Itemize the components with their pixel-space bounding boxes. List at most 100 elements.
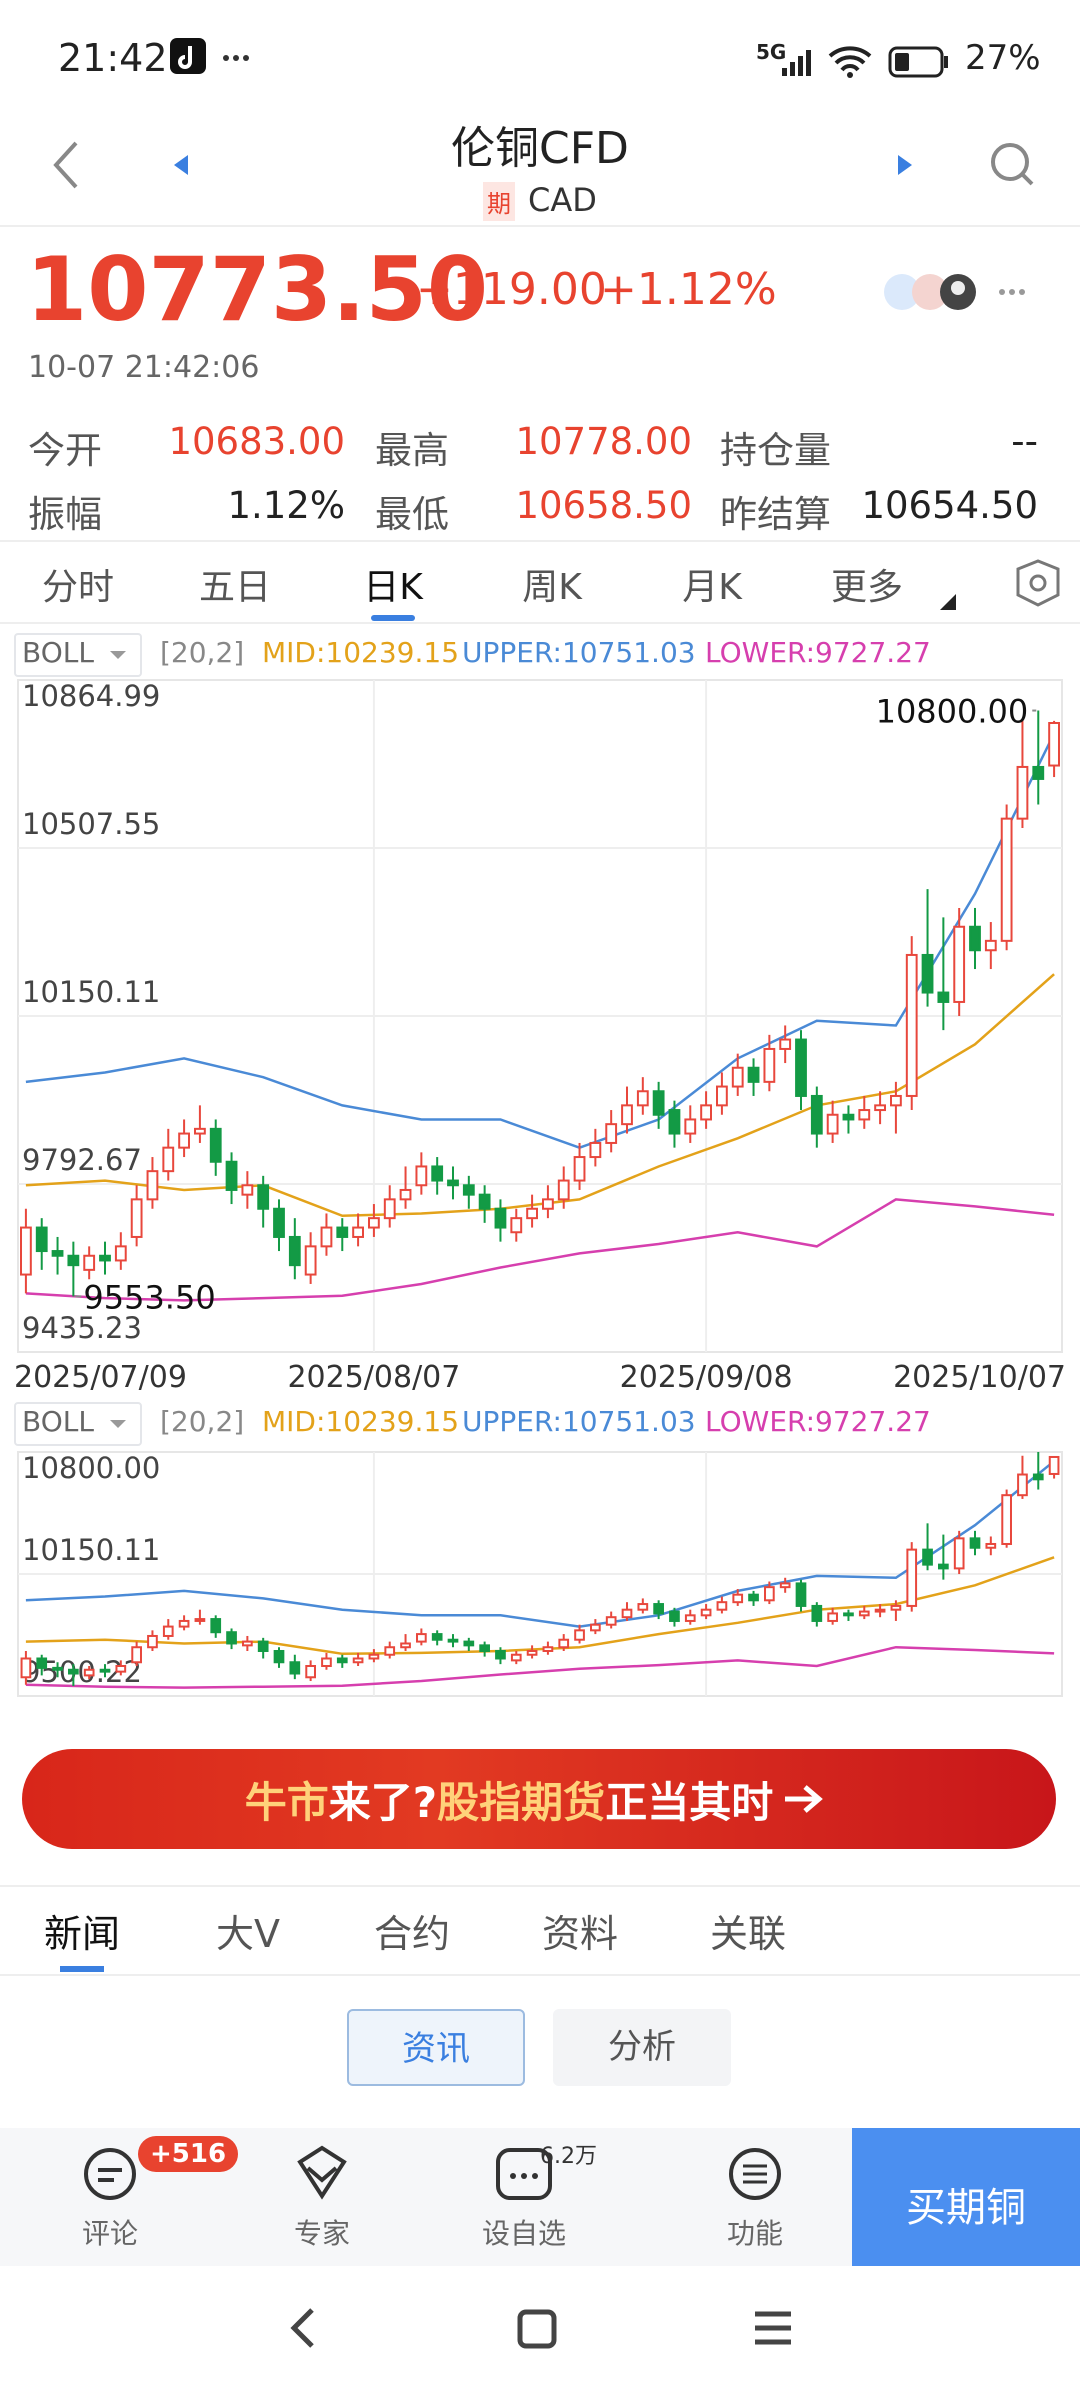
toolbar-icons <box>84 2145 781 2200</box>
period-tab[interactable]: 月K <box>682 567 742 608</box>
candle-body <box>194 1127 206 1135</box>
plot <box>20 710 1060 1302</box>
candle-body <box>1017 1473 1028 1497</box>
price-change: +119.00 <box>416 264 607 315</box>
candle-body <box>731 1066 744 1088</box>
candle-body <box>1032 1473 1044 1481</box>
period-tab[interactable]: 更多 <box>830 567 903 608</box>
candle-body <box>52 1666 63 1671</box>
candle-body <box>304 1245 317 1276</box>
candle-body <box>526 1207 538 1220</box>
indicator-text: [20,2] <box>160 1405 245 1438</box>
candle-body <box>874 1608 886 1613</box>
stat-value: 10683.00 <box>168 420 345 463</box>
candle-body <box>668 1109 681 1135</box>
banner-arrow <box>785 1785 824 1813</box>
candle-body <box>573 1156 586 1182</box>
stat-value: 10778.00 <box>515 420 692 463</box>
toolbar-label[interactable]: 设自选 <box>481 2217 566 2250</box>
candle-body <box>242 1640 253 1647</box>
candle-body <box>747 1066 760 1083</box>
promo-banner[interactable]: 牛市 来了? 股指期货 正当其时 <box>22 1749 1056 1849</box>
toolbar-badge: 6.2万 <box>540 2144 597 2169</box>
indicator-text: [20,2] <box>160 636 245 669</box>
annotation: 10800.00 <box>876 693 1029 731</box>
news-tab[interactable]: 资料 <box>541 1912 618 1956</box>
indicator-text[interactable]: BOLL <box>22 1405 94 1438</box>
candle-body <box>1032 765 1045 780</box>
sub-tab[interactable]: 资讯 <box>347 2009 525 2086</box>
news-tab[interactable]: 大V <box>216 1912 280 1956</box>
divider <box>0 622 1080 624</box>
candle-body <box>336 1657 348 1664</box>
candle-body <box>716 1085 728 1107</box>
candle-body <box>827 1612 838 1622</box>
period-tab[interactable]: 周K <box>522 567 582 608</box>
candle-body <box>368 1653 380 1660</box>
sub-tab[interactable]: 分析 <box>553 2009 731 2086</box>
candle-body <box>257 1184 270 1210</box>
candle-body <box>842 1113 855 1121</box>
indicator-text[interactable]: BOLL <box>22 636 94 669</box>
indicator-text: UPPER:10751.03 <box>462 636 696 669</box>
candle-body <box>921 953 934 994</box>
banner-text: 牛市 <box>244 1777 329 1827</box>
header-title[interactable]: 伦铜CFD <box>451 123 629 174</box>
candle-body <box>20 1226 32 1276</box>
indicator-select[interactable] <box>14 633 142 677</box>
period-tab[interactable]: 日K <box>363 567 423 608</box>
x-tick-label: 2025/08/07 <box>287 1360 460 1395</box>
candle-body <box>320 1226 333 1248</box>
avatars[interactable] <box>880 270 1040 314</box>
indicator-text: MID:10239.15 <box>262 1405 460 1438</box>
toolbar-label[interactable]: 功能 <box>726 2217 783 2250</box>
news-tab[interactable]: 新闻 <box>43 1912 120 1956</box>
candle-body <box>368 1217 380 1229</box>
candle-body <box>652 1090 665 1116</box>
stat-label: 最高 <box>375 429 449 472</box>
candle-body <box>352 1657 364 1664</box>
candle-body <box>779 1038 792 1050</box>
dropdown-arrow <box>110 1420 126 1428</box>
candle-body <box>383 1198 396 1220</box>
candle-body <box>890 1604 902 1611</box>
period-tab[interactable]: 五日 <box>198 567 271 608</box>
candle-body <box>479 1644 490 1652</box>
candle-body <box>669 1610 680 1622</box>
toolbar-label[interactable]: 评论 <box>81 2217 138 2250</box>
tab-underline <box>371 615 415 621</box>
candle-body <box>969 1537 981 1549</box>
candle-body <box>700 1608 712 1617</box>
tab-tools[interactable] <box>920 555 1070 615</box>
candle-body <box>542 1198 554 1210</box>
candle-body <box>130 1198 143 1238</box>
candle-body <box>114 1245 127 1262</box>
period-tab[interactable]: 分时 <box>41 567 114 608</box>
candle-body <box>209 1127 222 1163</box>
stat-label: 昨结算 <box>720 493 831 536</box>
candle-body <box>494 1207 507 1229</box>
status-time: 21:42 <box>58 36 168 80</box>
indicator-select[interactable] <box>14 1402 142 1446</box>
candle-body <box>400 1642 411 1649</box>
toolbar-label[interactable]: 专家 <box>293 2217 350 2250</box>
buy-button-label[interactable]: 买期铜 <box>906 2185 1026 2231</box>
candle-body <box>289 1661 301 1675</box>
candle-body <box>621 1608 633 1619</box>
candle-body <box>241 1184 254 1196</box>
news-tab[interactable]: 合约 <box>373 1912 450 1956</box>
candle-body <box>68 1668 79 1675</box>
news-tab[interactable]: 关联 <box>709 1912 786 1956</box>
candle-body <box>905 953 918 1097</box>
candle-body <box>795 1038 807 1097</box>
candle-body <box>810 1094 823 1135</box>
band-line <box>25 733 1056 1150</box>
status-icons <box>170 38 249 74</box>
buy-button[interactable] <box>852 2128 1080 2266</box>
quote-time: 10-07 21:42:06 <box>28 350 260 385</box>
x-tick-label: 2025/09/08 <box>620 1360 793 1395</box>
candle-body <box>147 1634 158 1649</box>
candle-body <box>922 1548 933 1566</box>
candle-body <box>700 1104 712 1121</box>
